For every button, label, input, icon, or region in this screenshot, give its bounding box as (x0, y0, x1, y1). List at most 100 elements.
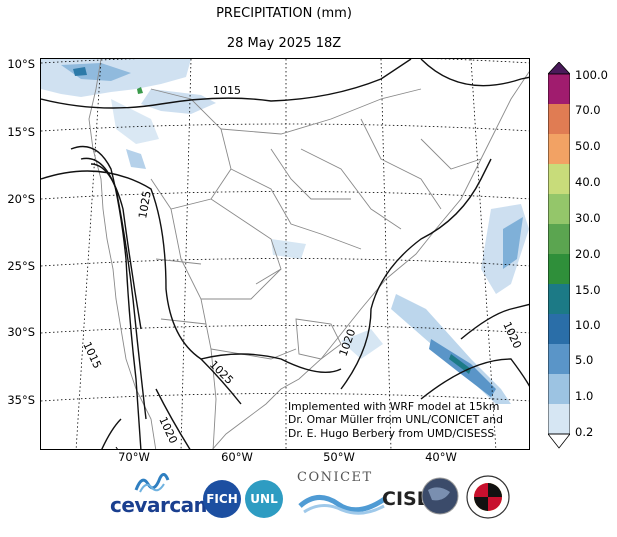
isobar-bottom (101, 418, 122, 449)
lon-label-50w: 50°W (323, 450, 355, 464)
umd-seal-icon (466, 475, 510, 519)
cevarcam-logo: cevarcam (110, 493, 215, 517)
border-provinces-1 (201, 268, 282, 300)
border-states-4 (270, 148, 351, 200)
colorbar-tick: 40.0 (575, 175, 601, 189)
colorbar-tick: 50.0 (575, 139, 601, 153)
border-provinces-2 (210, 348, 297, 360)
fich-logo: FICH (203, 480, 241, 518)
lat-label-35s: 35°S (7, 393, 35, 407)
isobar-1020-south (155, 388, 191, 449)
lon-label-70w: 70°W (118, 450, 150, 464)
colorbar-extend-top (548, 62, 570, 75)
colorbar-tick: 0.2 (575, 425, 594, 439)
isobar-label: 1015 (213, 84, 241, 97)
colorbar-segments (548, 74, 570, 435)
colorbar-tick: 15.0 (575, 283, 601, 297)
isobar-andes-3 (90, 163, 142, 330)
isobar-1015-north (41, 59, 412, 109)
lat-label-30s: 30°S (7, 325, 35, 339)
conicet-wave-icon (298, 495, 388, 515)
map-datetime: 28 May 2025 18Z (226, 36, 342, 51)
colorbar-segment (548, 314, 570, 345)
colorbar-tick: 10.0 (575, 318, 601, 332)
graticule (41, 59, 529, 449)
credit-line: Dr. E. Hugo Berbery from UMD/CISESS (288, 426, 495, 440)
globe-icon (421, 477, 459, 515)
precip-area-north-core (73, 67, 87, 76)
precip-area-brazil-coast-inner (503, 217, 523, 269)
border-provinces-3 (155, 258, 202, 265)
colorbar-segment (548, 404, 570, 435)
borders (88, 59, 529, 449)
colorbar-segment (548, 194, 570, 225)
isobar-label: 1015 (80, 340, 104, 371)
isobar-label: 10 (106, 445, 124, 450)
colorbar-segment (548, 134, 570, 165)
isobar-andes-2 (80, 157, 147, 420)
colorbar-segment (548, 104, 570, 135)
isobar-1025-south (200, 358, 242, 405)
credit-line: Dr. Omar Müller from UNL/CONICET and (288, 413, 503, 427)
isobar-andes-1 (70, 145, 142, 449)
colorbar-segment (548, 254, 570, 285)
colorbar-segment (548, 74, 570, 105)
border-states-3 (420, 138, 482, 170)
map-title: PRECIPITATION (mm) (216, 6, 352, 21)
precip-area-andes-1 (126, 149, 146, 169)
precip-area-coast-small (271, 239, 306, 259)
border-provinces-4 (160, 318, 207, 325)
coastline-pacific (88, 59, 157, 449)
isobar-label: 1025 (136, 190, 154, 220)
isobar-label: 1020 (156, 415, 180, 446)
isobar-1025 (41, 170, 342, 374)
credit-line: Implemented with WRF model at 15km (288, 400, 500, 413)
precip-area-atlantic-dark (449, 354, 471, 374)
isobar-label: 1025 (207, 358, 236, 387)
conicet-logo: CONICET (297, 470, 373, 485)
cevarcam-wave-icon (134, 473, 170, 493)
border-brazil-2 (230, 168, 362, 250)
precip-area-north-inner (61, 63, 131, 81)
colorbar-segment (548, 374, 570, 405)
lat-label-25s: 25°S (7, 259, 35, 273)
colorbar-segment (548, 224, 570, 255)
colorbar-extend-bottom (548, 433, 570, 449)
lat-label-10s: 10°S (7, 57, 35, 71)
isobar-1015-north-b (420, 59, 529, 87)
isobar-label: 1020 (500, 320, 524, 351)
border-states-1 (300, 148, 402, 230)
border-uruguay (295, 318, 342, 360)
isobar-1020-east (460, 303, 529, 340)
colorbar-tick: 20.0 (575, 247, 601, 261)
colorbar (548, 62, 570, 449)
logo-strip: cevarcam FICH UNL CONICET CISESS (100, 470, 520, 530)
colorbar-segment (548, 164, 570, 195)
border-paraguay (210, 198, 282, 285)
isobar-east-curve (420, 358, 529, 400)
precip-area-north-green (137, 87, 143, 94)
precipitation-areas (41, 59, 529, 404)
colorbar-segment (548, 344, 570, 375)
colorbar-tick: 30.0 (575, 211, 601, 225)
lon-label-40w: 40°W (425, 450, 457, 464)
map-panel: 1015 1025 1015 1025 1020 1020 1020 10 (40, 58, 530, 450)
colorbar-tick: 100.0 (575, 68, 608, 82)
isobar-1020-mid (340, 158, 492, 390)
border-states-2 (360, 118, 442, 210)
colorbar-segment (548, 284, 570, 315)
lat-label-15s: 15°S (7, 125, 35, 139)
coastline-atlantic (212, 71, 529, 449)
unl-logo: UNL (245, 480, 283, 518)
colorbar-tick: 70.0 (575, 103, 601, 117)
colorbar-tick: 1.0 (575, 389, 594, 403)
border-brazil-1 (220, 88, 422, 135)
lat-label-20s: 20°S (7, 192, 35, 206)
model-credits: Implemented with WRF model at 15km Dr. O… (288, 400, 503, 440)
precipitation-map: 1015 1025 1015 1025 1020 1020 1020 10 (41, 59, 529, 450)
precip-area-bolivia-2 (111, 99, 159, 144)
border-argentina (170, 208, 217, 449)
colorbar-tick: 5.0 (575, 353, 594, 367)
precip-area-south (341, 329, 383, 359)
lon-label-60w: 60°W (221, 450, 253, 464)
